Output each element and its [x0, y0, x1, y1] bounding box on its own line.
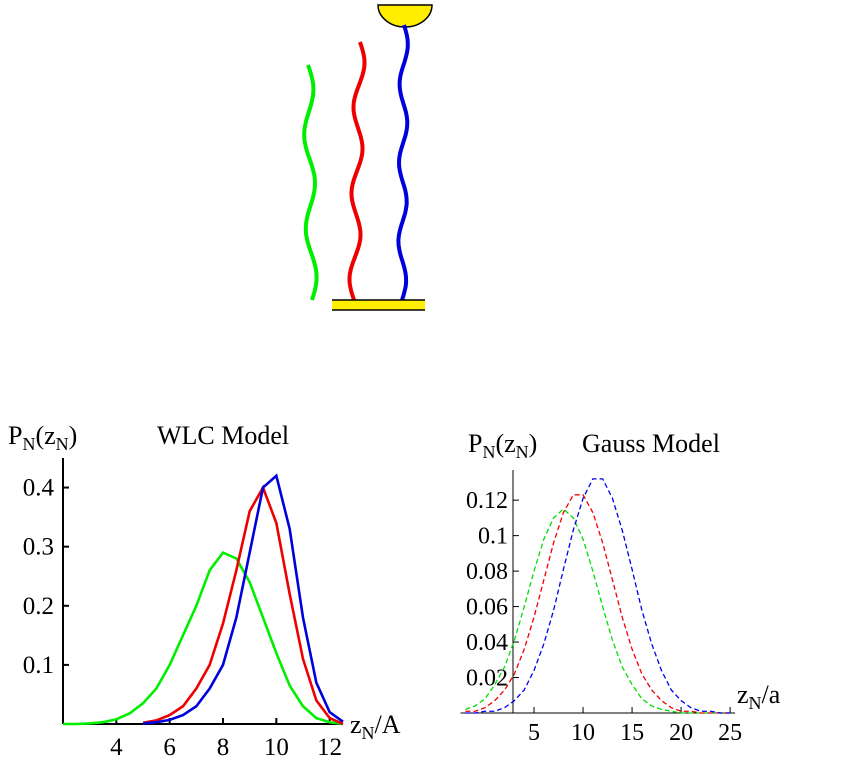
label-part: ) [69, 421, 78, 450]
label-part: P [468, 429, 482, 458]
label-part: /a [762, 680, 781, 709]
y-tick-label: 0.3 [23, 534, 54, 561]
tip [377, 4, 433, 28]
x-tick-label: 5 [528, 720, 540, 746]
y-tick-label: 0.06 [466, 595, 508, 621]
series-line [465, 494, 731, 714]
y-tick-label: 0.04 [466, 630, 508, 656]
label-part: (z [495, 429, 515, 458]
x-tick-label: 10 [264, 734, 289, 761]
y-tick-label: 0.08 [466, 559, 508, 585]
axis-label: PN(zN) [8, 421, 77, 454]
polymer-illustration [302, 4, 433, 311]
y-tick-label: 0.4 [23, 475, 55, 502]
label-part: N [362, 723, 375, 743]
label-part: z [350, 710, 362, 739]
chart-title: WLC Model [157, 421, 289, 450]
label-part: N [56, 434, 69, 454]
x-tick-label: 4 [110, 734, 123, 761]
label-part: N [516, 442, 529, 462]
x-tick-label: 10 [571, 720, 595, 746]
x-tick-label: 15 [620, 720, 644, 746]
label-part: N [482, 442, 495, 462]
x-tick-label: 6 [163, 734, 176, 761]
y-tick-label: 0.02 [466, 666, 508, 692]
axis-label: zN/A [350, 710, 401, 743]
axis-label: zN/a [737, 680, 781, 713]
chain-green [302, 64, 319, 301]
y-tick-label: 0.1 [478, 524, 508, 550]
x-tick-label: 12 [317, 734, 342, 761]
y-tick-label: 0.1 [23, 652, 54, 679]
y-tick-label: 0.2 [23, 593, 54, 620]
label-part: N [22, 434, 35, 454]
series-line [63, 550, 344, 726]
chain-red [347, 41, 367, 301]
label-part: ) [529, 429, 538, 458]
x-tick-label: 8 [217, 734, 230, 761]
series-line [142, 473, 344, 725]
y-tick-label: 0.12 [466, 488, 508, 514]
chain-blue [396, 24, 410, 301]
x-tick-label: 20 [669, 720, 693, 746]
label-part: z [737, 680, 749, 709]
axis-label: PN(zN) [468, 429, 537, 462]
series-line [465, 508, 731, 714]
x-tick-label: 25 [718, 720, 742, 746]
series-line [142, 484, 344, 726]
label-part: /A [375, 710, 401, 739]
label-part: P [8, 421, 22, 450]
chart-title: Gauss Model [582, 429, 720, 458]
substrate [332, 300, 425, 310]
chart: 5 10 15 20 25 0.02 0.04 0.06 0.08 0.1 0.12 Gauss Mo… [460, 429, 781, 746]
label-part: (z [35, 421, 55, 450]
label-part: N [749, 693, 762, 713]
